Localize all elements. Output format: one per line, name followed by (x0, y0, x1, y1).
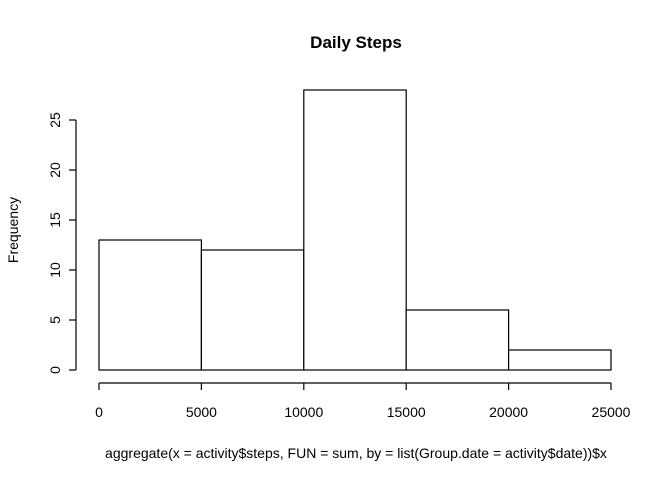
y-axis-label: Frequency (5, 197, 21, 263)
histogram-bar-1 (98, 239, 203, 371)
histogram-bar-5 (508, 349, 612, 371)
x-tick-label: 25000 (592, 404, 631, 420)
x-tick-label: 5000 (186, 404, 217, 420)
x-tick-label: 10000 (284, 404, 323, 420)
y-tick-label: 25 (47, 112, 63, 128)
chart-title: Daily Steps (310, 33, 402, 52)
y-axis: 0 5 10 15 20 25 (47, 112, 77, 374)
y-tick-label: 20 (47, 162, 63, 178)
y-tick-label: 15 (47, 212, 63, 228)
x-tick-label: 0 (95, 404, 103, 420)
bars-group (98, 89, 612, 371)
x-axis: 0 5000 10000 15000 20000 25000 (95, 382, 631, 420)
x-axis-label: aggregate(x = activity$steps, FUN = sum,… (105, 445, 607, 461)
y-tick-label: 10 (47, 262, 63, 278)
x-tick-label: 20000 (489, 404, 528, 420)
histogram-bar-4 (405, 309, 510, 371)
y-tick-label: 0 (47, 366, 63, 374)
histogram-bar-3 (303, 89, 407, 371)
histogram-bar-2 (200, 249, 305, 371)
x-tick-label: 15000 (387, 404, 426, 420)
y-tick-label: 5 (47, 316, 63, 324)
